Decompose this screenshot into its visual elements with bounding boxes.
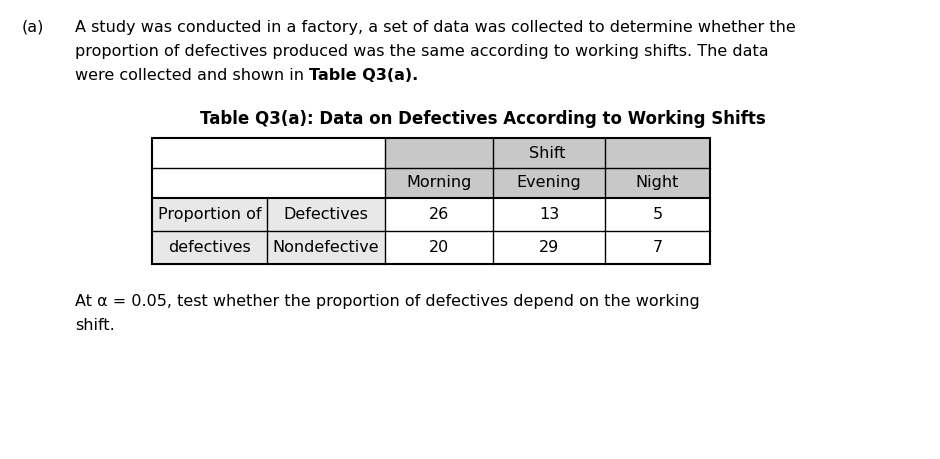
Text: Shift: Shift [529, 146, 566, 161]
Bar [493, 231, 605, 264]
Bar [605, 138, 710, 168]
Bar [152, 168, 267, 198]
Bar [385, 198, 493, 231]
Text: 29: 29 [539, 240, 559, 255]
Text: 26: 26 [429, 207, 449, 222]
Text: At α = 0.05, test whether the proportion of defectives depend on the working: At α = 0.05, test whether the proportion… [75, 294, 699, 309]
Bar [267, 231, 385, 264]
Bar [605, 168, 710, 198]
Text: defectives: defectives [168, 240, 251, 255]
Text: 20: 20 [429, 240, 449, 255]
Bar [385, 231, 493, 264]
Text: were collected and shown in: were collected and shown in [75, 68, 309, 83]
Text: 5: 5 [652, 207, 663, 222]
Bar [385, 168, 493, 198]
Text: (a): (a) [22, 20, 44, 35]
Bar [152, 138, 267, 168]
Text: shift.: shift. [75, 318, 115, 333]
Text: Night: Night [635, 175, 680, 190]
Bar [267, 138, 385, 168]
Bar [152, 138, 710, 264]
Bar [152, 198, 267, 231]
Bar [493, 198, 605, 231]
Bar [493, 168, 605, 198]
Text: Table Q3(a): Data on Defectives According to Working Shifts: Table Q3(a): Data on Defectives Accordin… [200, 110, 766, 128]
Text: 13: 13 [539, 207, 559, 222]
Bar [385, 138, 493, 168]
Bar [267, 168, 385, 198]
Text: proportion of defectives produced was the same according to working shifts. The : proportion of defectives produced was th… [75, 44, 769, 59]
Text: Morning: Morning [406, 175, 472, 190]
Bar [605, 198, 710, 231]
Bar [493, 138, 605, 168]
Text: Evening: Evening [517, 175, 581, 190]
Bar [605, 231, 710, 264]
Text: Proportion of: Proportion of [158, 207, 261, 222]
Bar [267, 198, 385, 231]
Text: Table Q3(a).: Table Q3(a). [309, 68, 418, 83]
Text: 7: 7 [652, 240, 663, 255]
Text: Defectives: Defectives [284, 207, 368, 222]
Text: A study was conducted in a factory, a set of data was collected to determine whe: A study was conducted in a factory, a se… [75, 20, 796, 35]
Bar [152, 231, 267, 264]
Text: Nondefective: Nondefective [273, 240, 380, 255]
